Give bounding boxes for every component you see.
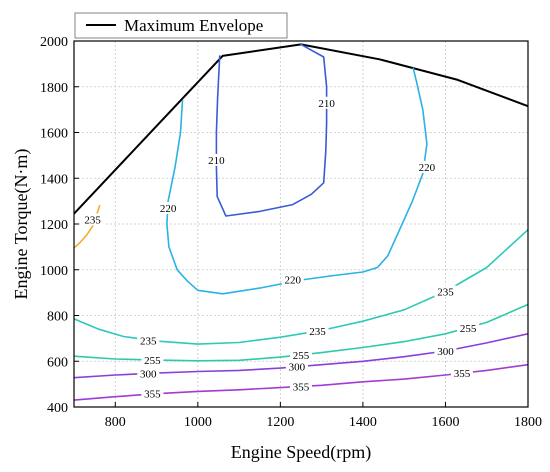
y-tick-label: 800 [47, 310, 68, 325]
contour-label-bg [450, 367, 473, 380]
x-tick-label: 1800 [514, 415, 542, 430]
contour-label-235: 235 [84, 214, 101, 226]
y-tick-label: 2000 [40, 35, 68, 50]
x-axis-title: Engine Speed(rpm) [231, 442, 371, 463]
contour-label-bg [290, 348, 312, 361]
contour-label-bg [290, 380, 312, 393]
contour-label-bg [434, 344, 457, 357]
contour-label-235: 235 [437, 286, 454, 298]
contour-label-220: 220 [419, 162, 436, 174]
contour-label-255: 255 [460, 323, 477, 335]
y-tick-label: 1200 [40, 218, 68, 233]
contour-label-235: 235 [309, 326, 326, 338]
contour-label-220: 220 [160, 203, 177, 215]
contour-label-bg [141, 387, 164, 400]
maximum-envelope-line [74, 43, 528, 215]
contour-label-bg [205, 153, 228, 166]
contour-label-bg [81, 213, 104, 226]
contour-label-355: 355 [293, 381, 310, 393]
contour-label-210: 210 [208, 155, 225, 167]
contour-label-bg [457, 322, 480, 335]
contour-label-255: 255 [144, 355, 161, 367]
contour-line-235 [74, 204, 101, 249]
contour-label-bg [306, 325, 329, 338]
x-tick-label: 1400 [349, 415, 377, 430]
contour-label-bg [415, 160, 438, 173]
contour-label-bg [434, 285, 457, 298]
contour-label-300: 300 [289, 361, 306, 373]
x-tick-label: 1600 [431, 415, 459, 430]
contour-label-235: 235 [140, 336, 157, 348]
contour-label-300: 300 [140, 369, 157, 381]
y-axis: 400 600 800 1000 1200 1400 1600 1800 2000 [40, 35, 79, 416]
y-tick-label: 1400 [40, 172, 68, 187]
y-tick-label: 1000 [40, 264, 68, 279]
x-tick-label: 1200 [266, 415, 294, 430]
contour-label-bg [137, 367, 160, 380]
y-tick-label: 400 [47, 401, 68, 416]
contour-label-220: 220 [284, 275, 301, 287]
contour-line-220 [166, 67, 428, 295]
contour-label-355: 355 [144, 389, 161, 401]
x-axis: 800 1000 1200 1400 1600 1800 [105, 402, 542, 430]
contour-label-255: 255 [293, 350, 310, 362]
y-tick-label: 1800 [40, 81, 68, 96]
contour-label-bg [137, 334, 160, 347]
y-tick-label: 600 [47, 355, 68, 370]
contour-label-bg [281, 273, 304, 286]
y-axis-title: Engine Torque(N·m) [11, 149, 32, 300]
legend-label-maximum-envelope: Maximum Envelope [124, 16, 263, 35]
legend: Maximum Envelope [74, 12, 288, 39]
x-tick-label: 800 [105, 415, 126, 430]
contour-label-bg [285, 360, 308, 373]
contour-label-355: 355 [454, 368, 471, 380]
contour-label-bg [315, 96, 338, 109]
x-tick-label: 1000 [184, 415, 212, 430]
contour-label-bg [141, 354, 164, 367]
contour-label-bg [157, 201, 180, 214]
y-tick-label: 1600 [40, 127, 68, 142]
contour-label-210: 210 [318, 98, 335, 110]
contour-line-210 [215, 43, 328, 217]
contour-label-300: 300 [437, 346, 454, 358]
